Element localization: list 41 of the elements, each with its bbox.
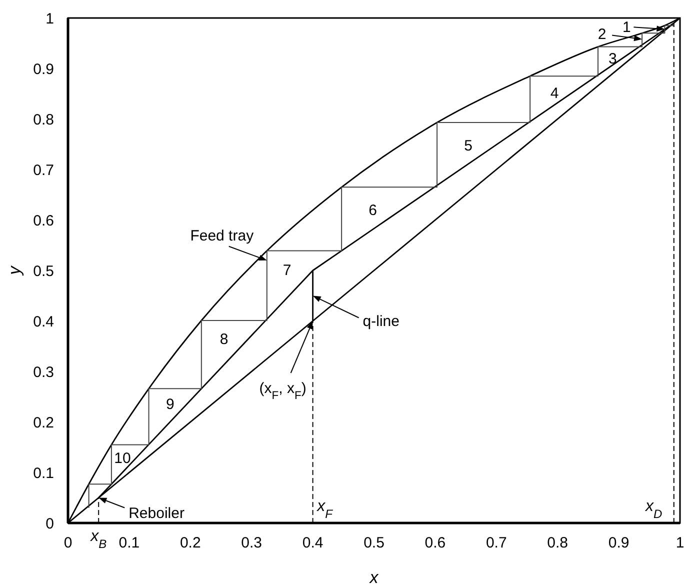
y-tick-label: 0.5 xyxy=(33,262,54,280)
annotation: q-line xyxy=(362,312,400,330)
annotation: 5 xyxy=(464,137,472,154)
annotation: 10 xyxy=(114,450,131,467)
x-axis-title: x xyxy=(368,568,379,587)
x-tick-label: 0.4 xyxy=(302,534,324,552)
y-tick-label: 0.6 xyxy=(33,212,54,230)
ref-line-label: x$_{F}$ xyxy=(316,498,334,521)
y-tick-label: 0.2 xyxy=(33,414,54,432)
y-tick-label: 0 xyxy=(46,515,54,532)
annotation: 1 xyxy=(622,19,631,36)
y-tick-label: 0.7 xyxy=(33,162,54,179)
y-axis-title: y xyxy=(5,264,24,276)
y-tick-label: 0.8 xyxy=(33,111,54,128)
x-tick-label: 0.9 xyxy=(608,534,630,552)
x-tick-label: 0.7 xyxy=(486,534,507,552)
x-tick-label: 0.8 xyxy=(547,534,568,552)
annotation: Feed tray xyxy=(190,227,254,244)
annotation: 3 xyxy=(608,50,617,68)
y-tick-label: 0.9 xyxy=(33,60,54,78)
annotation: Reboiler xyxy=(128,504,184,522)
annotation: 2 xyxy=(598,26,606,44)
x-tick-label: 0.2 xyxy=(180,534,201,552)
y-tick-label: 0.4 xyxy=(33,313,54,330)
annotation: 8 xyxy=(220,331,228,348)
x-tick-label: 0.1 xyxy=(118,534,140,552)
y-tick-label: 1 xyxy=(46,10,54,28)
x-tick-label: 0.5 xyxy=(364,534,384,552)
ref-line-label: x$_{D}$ xyxy=(644,498,663,521)
annotation: 7 xyxy=(282,262,292,279)
annotation: (x$_{F}$, x$_{F}$) xyxy=(259,380,306,402)
annotation: 6 xyxy=(368,202,377,219)
y-tick-label: 0.1 xyxy=(33,464,54,482)
x-tick-label: 0 xyxy=(64,534,72,552)
y-tick-label: 0.3 xyxy=(33,364,54,381)
x-tick-label: 1 xyxy=(676,534,684,552)
x-tick-label: 0.3 xyxy=(241,534,262,552)
annotation: 4 xyxy=(550,85,559,102)
x-tick-label: 0.6 xyxy=(424,534,446,552)
ref-line-label: x$_{B}$ xyxy=(90,528,107,551)
annotation: 9 xyxy=(166,396,174,413)
